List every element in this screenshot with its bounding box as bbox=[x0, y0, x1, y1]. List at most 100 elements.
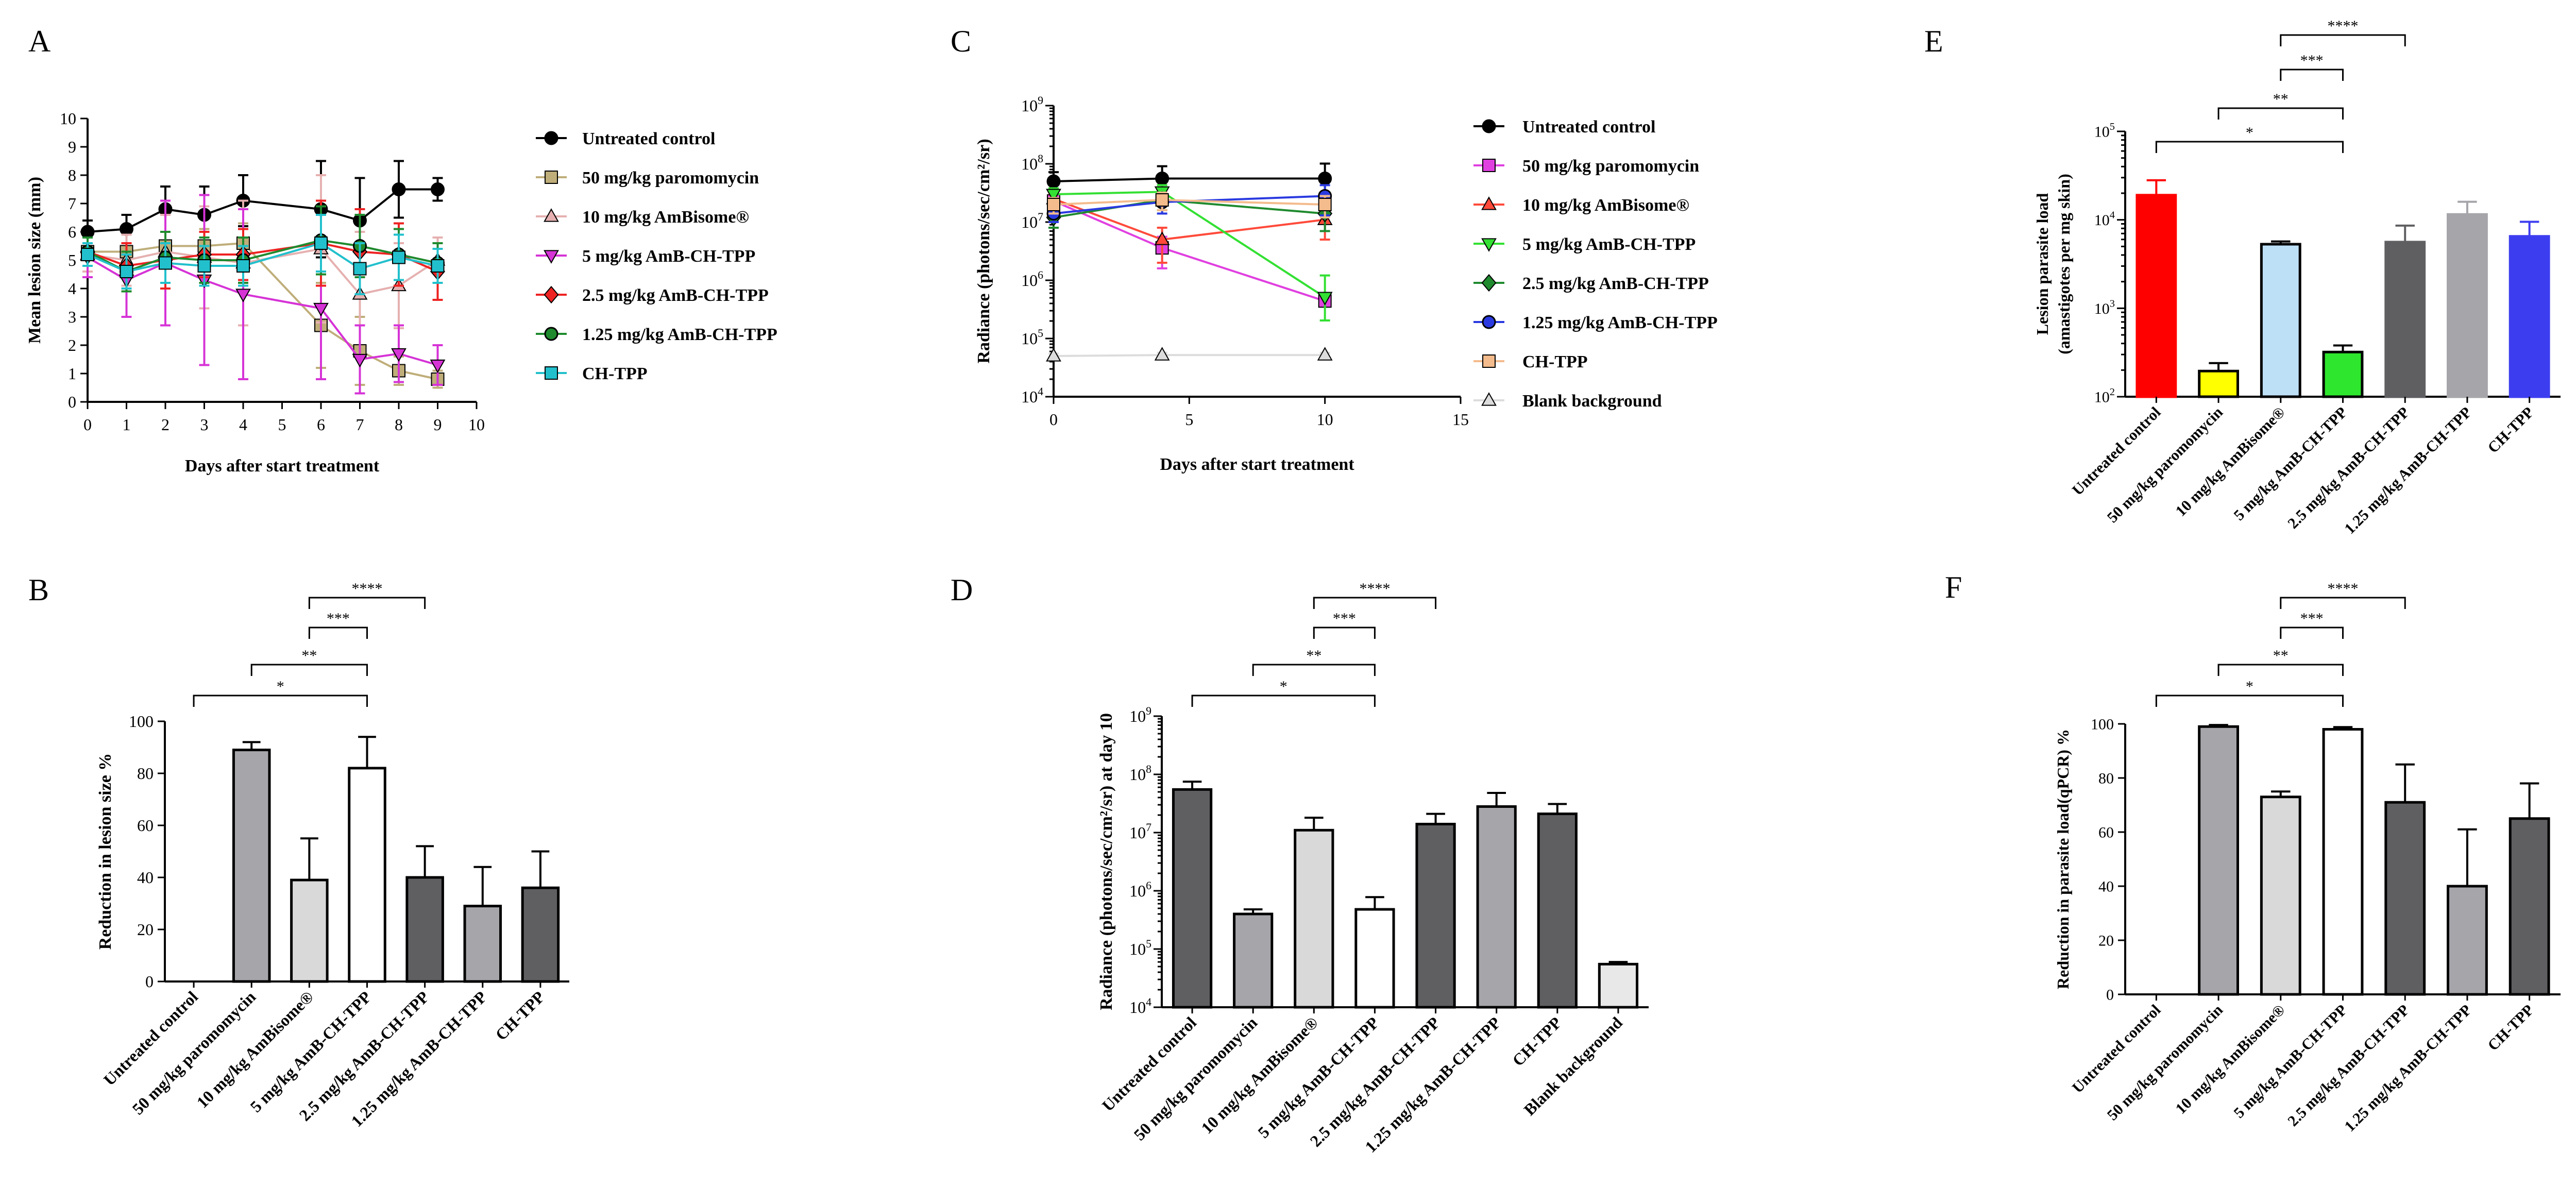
chart-b-significance-label: ** bbox=[301, 647, 317, 664]
chart-f-significance-label: ** bbox=[2273, 647, 2289, 664]
chart-c-point bbox=[1046, 174, 1061, 189]
chart-b-error-bar bbox=[416, 845, 434, 877]
chart-f-significance-bracket bbox=[2155, 695, 2344, 707]
chart-a-y-tick-label: 7 bbox=[68, 194, 76, 213]
chart-a-legend-label: 1.25 mg/kg AmB-CH-TPP bbox=[582, 325, 777, 344]
panel-letters: A B C D E F bbox=[28, 24, 1962, 607]
chart-c-legend-marker bbox=[1482, 119, 1496, 133]
chart-e-y-tick-label-exponent: 2 bbox=[2110, 386, 2115, 398]
chart-d-x-tick-label: CH-TPP bbox=[1509, 1013, 1565, 1070]
chart-c-legend-marker bbox=[1481, 196, 1497, 210]
chart-c-point bbox=[1046, 189, 1061, 202]
chart-f-y-tick-label: 40 bbox=[2098, 878, 2114, 895]
chart-f-significance-bracket bbox=[2280, 627, 2344, 639]
chart-c-legend-label: 5 mg/kg AmB-CH-TPP bbox=[1522, 235, 1696, 254]
chart-f-significance-label: **** bbox=[2328, 580, 2359, 597]
chart-e-error-bar bbox=[2146, 179, 2166, 195]
chart-d-x-tick-label: 10 mg/kg AmBisome® bbox=[1197, 1013, 1321, 1137]
chart-b-bar bbox=[232, 749, 271, 983]
chart-d-y-tick-label-exponent: 5 bbox=[1146, 938, 1151, 950]
chart-b-significance-bracket bbox=[308, 627, 368, 639]
chart-b-significance-bracket bbox=[308, 597, 426, 609]
chart-c-legend-label: 10 mg/kg AmBisome® bbox=[1522, 196, 1689, 215]
chart-a-legend-label: 5 mg/kg AmB-CH-TPP bbox=[582, 247, 755, 266]
chart-c-series bbox=[1046, 184, 1333, 322]
chart-b-significance-label: **** bbox=[352, 580, 383, 597]
chart-c-legend-label: CH-TPP bbox=[1522, 352, 1588, 371]
chart-b-significance-label: * bbox=[277, 678, 284, 695]
chart-c-x-tick-label: 10 bbox=[1317, 410, 1333, 429]
chart-d-y-tick-label-exponent: 8 bbox=[1146, 763, 1151, 775]
chart-f-x-tick-label: 2.5 mg/kg AmB-CH-TPP bbox=[2284, 1002, 2413, 1130]
chart-f-error-bar bbox=[2458, 828, 2477, 886]
chart-d-significance-bracket bbox=[1313, 597, 1437, 609]
chart-b-x-tick-label: 10 mg/kg AmBisome® bbox=[193, 987, 317, 1111]
chart-c-legend-marker bbox=[1482, 159, 1496, 172]
chart-c-point bbox=[1154, 347, 1170, 361]
chart-c-series-line bbox=[1053, 177, 1325, 183]
chart-d-error-bar bbox=[1182, 781, 1202, 790]
chart-f-y-tick-label: 80 bbox=[2098, 770, 2114, 787]
chart-b-y-tick-label: 40 bbox=[137, 868, 154, 887]
chart-a-legend-marker bbox=[545, 366, 558, 380]
chart-e-error-bar bbox=[2519, 221, 2539, 236]
chart-f-x-tick-label: CH-TPP bbox=[2484, 1002, 2537, 1054]
chart-d-y-tick-label: 106 bbox=[1129, 879, 1151, 900]
chart-b-bar bbox=[405, 876, 444, 983]
chart-e-y-label-2: (amastigotes per mg skin) bbox=[2055, 174, 2073, 354]
chart-d-y-tick-label-exponent: 9 bbox=[1146, 705, 1151, 717]
chart-c-x-tick-label: 0 bbox=[1049, 410, 1058, 429]
chart-f-significance-label: * bbox=[2246, 678, 2253, 695]
chart-c-y-tick-label-exponent: 6 bbox=[1038, 269, 1043, 281]
chart-b-significance-label: *** bbox=[327, 610, 350, 627]
chart-b-x-tick-label: Untreated control bbox=[100, 987, 202, 1089]
chart-c-x-tick-label: 5 bbox=[1185, 410, 1193, 429]
chart-b-error-bar bbox=[300, 837, 318, 881]
chart-a-series bbox=[80, 205, 445, 293]
chart-f-y-tick-label: 0 bbox=[2106, 987, 2114, 1004]
chart-f-bar bbox=[2509, 817, 2550, 996]
chart-e-y-label: Lesion parasite load bbox=[2033, 193, 2052, 335]
chart-a-legend-label: Untreated control bbox=[582, 129, 715, 148]
chart-c-point bbox=[1154, 231, 1170, 245]
chart-d-y-tick-label-exponent: 7 bbox=[1146, 821, 1151, 834]
chart-d-significance-bracket bbox=[1252, 664, 1376, 676]
chart-a-point bbox=[120, 222, 133, 236]
chart-e-x-tick-label: 2.5 mg/kg AmB-CH-TPP bbox=[2284, 404, 2413, 532]
chart-c-legend-marker bbox=[1482, 315, 1496, 329]
panel-letter-b: B bbox=[28, 573, 49, 607]
chart-a-y-tick-label: 1 bbox=[68, 364, 76, 383]
chart-e-bar bbox=[2260, 243, 2301, 398]
chart-c-point bbox=[1047, 197, 1060, 211]
chart-a-x-tick-label: 3 bbox=[200, 415, 209, 434]
chart-d-bar bbox=[1233, 912, 1274, 1009]
chart-c-series bbox=[1046, 347, 1333, 362]
chart-e-x-tick-label: 10 mg/kg AmBisome® bbox=[2172, 404, 2288, 520]
chart-c-point bbox=[1317, 292, 1333, 306]
chart-b-y-label: Reduction in lesion size % bbox=[96, 753, 115, 950]
chart-b-bar bbox=[290, 878, 329, 983]
chart-f-x-tick-label: 5 mg/kg AmB-CH-TPP bbox=[2230, 1002, 2350, 1122]
chart-a-point bbox=[159, 256, 172, 270]
chart-c-y-tick-label: 105 bbox=[1021, 327, 1043, 348]
chart-a-series bbox=[81, 214, 445, 295]
chart-a-x-tick-label: 5 bbox=[278, 415, 286, 434]
chart-c-y-tick-label-exponent: 9 bbox=[1038, 94, 1043, 107]
chart-d-significance-label: *** bbox=[1333, 610, 1356, 627]
chart-a-legend-marker bbox=[544, 327, 558, 341]
chart-e-significance-label: ** bbox=[2273, 91, 2289, 108]
chart-a-legend-label: 10 mg/kg AmBisome® bbox=[582, 208, 749, 227]
chart-a-y-tick-label: 5 bbox=[68, 251, 76, 269]
chart-a-y-label: Mean lesion size (mm) bbox=[25, 177, 44, 344]
chart-d-y-tick-label-exponent: 6 bbox=[1146, 879, 1151, 892]
chart-a-legend-marker bbox=[544, 250, 559, 264]
chart-a-series-line bbox=[87, 256, 438, 366]
chart-d-y-tick-label: 108 bbox=[1129, 763, 1151, 784]
chart-a-y-tick-label: 0 bbox=[68, 393, 76, 411]
chart-d-bar bbox=[1415, 822, 1456, 1009]
chart-c: 104 105 106 107 108 109 0 5 10 15 Days after start… bbox=[974, 94, 1718, 474]
chart-c-point bbox=[1318, 171, 1332, 185]
chart-d-error-bar bbox=[1487, 792, 1506, 807]
